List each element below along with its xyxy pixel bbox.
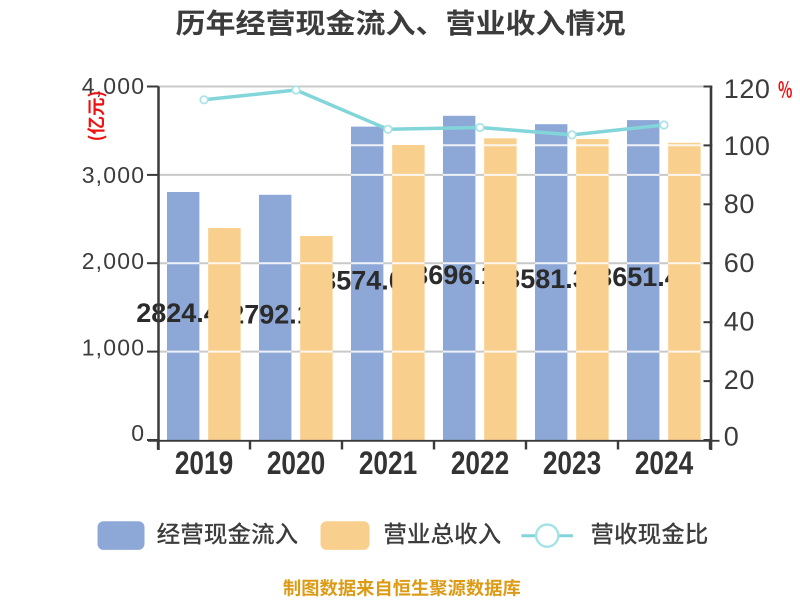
svg-text:60: 60 <box>724 248 755 278</box>
svg-text:0: 0 <box>724 422 740 452</box>
svg-text:2023: 2023 <box>543 447 601 482</box>
svg-text:0: 0 <box>131 420 145 446</box>
svg-text:2,000: 2,000 <box>82 248 146 274</box>
svg-text:2019: 2019 <box>175 447 233 482</box>
svg-text:120: 120 <box>724 74 771 104</box>
svg-text:2020: 2020 <box>267 447 325 482</box>
svg-text:40: 40 <box>724 307 755 337</box>
svg-text:20: 20 <box>724 365 755 395</box>
svg-text:1,000: 1,000 <box>82 335 146 361</box>
svg-text:80: 80 <box>724 189 755 219</box>
svg-text:100: 100 <box>724 131 771 161</box>
svg-text:2021: 2021 <box>359 447 417 482</box>
svg-text:2022: 2022 <box>451 447 509 482</box>
svg-text:2024: 2024 <box>635 447 694 482</box>
svg-text:3,000: 3,000 <box>82 162 146 188</box>
